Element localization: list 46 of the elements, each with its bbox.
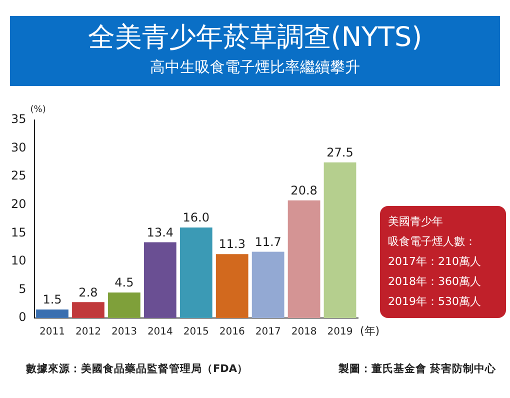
bar — [144, 242, 176, 318]
x-tick-label: 2013 — [111, 326, 137, 338]
data-label: 2.8 — [78, 285, 98, 300]
y-axis-title: (%) — [30, 104, 46, 115]
y-tick-label: 25 — [10, 168, 26, 183]
bar — [216, 254, 248, 318]
text: 美國青少年 — [388, 214, 444, 230]
y-tick-label: 20 — [10, 196, 26, 211]
y-tick-label: 15 — [10, 225, 26, 240]
bar — [72, 302, 104, 318]
y-tick-label: 5 — [18, 282, 26, 296]
text: 2018年：360萬人 — [388, 274, 482, 290]
y-tick-label: 30 — [10, 140, 26, 154]
x-tick-label: 2012 — [76, 326, 101, 338]
data-label: 11.7 — [254, 234, 282, 249]
x-tick-label: 2019 — [327, 326, 353, 338]
x-tick-label: 2015 — [183, 326, 209, 338]
x-tick-label: 2017 — [255, 326, 281, 338]
data-label: 11.3 — [218, 237, 246, 252]
data-label: 20.8 — [290, 183, 318, 198]
text: 2019年：530萬人 — [388, 294, 482, 310]
text: 數據來源：美國食品藥品監督管理局（FDA） — [26, 362, 248, 376]
y-tick-label: 35 — [10, 112, 26, 126]
data-label: 4.5 — [114, 276, 134, 290]
bar — [108, 292, 140, 318]
data-label: 1.5 — [42, 292, 62, 307]
y-tick-label: 10 — [10, 254, 26, 268]
x-tick-label: 2018 — [291, 326, 317, 338]
bar — [288, 200, 320, 318]
chart-subtitle: 高中生吸食電子煙比率繼續攀升 — [149, 57, 361, 78]
bar — [252, 252, 284, 318]
x-tick-label: 2011 — [40, 326, 65, 338]
text: 2017年：210萬人 — [388, 254, 482, 270]
x-tick-label: 2014 — [147, 326, 173, 338]
data-label: 27.5 — [326, 146, 354, 160]
x-tick-label: 2016 — [219, 326, 245, 338]
text: 吸食電子煙人數： — [388, 234, 477, 250]
data-label: 13.4 — [146, 225, 174, 240]
data-label: 16.0 — [182, 210, 210, 225]
bar — [324, 162, 356, 318]
x-axis-title: (年) — [360, 324, 380, 338]
bar — [180, 227, 212, 318]
bar — [36, 310, 68, 318]
chart-title: 全美青少年菸草調查(NYTS) — [86, 21, 424, 55]
y-tick-label: 0 — [18, 310, 26, 324]
text: 製圖：董氏基金會 菸害防制中心 — [338, 362, 496, 376]
